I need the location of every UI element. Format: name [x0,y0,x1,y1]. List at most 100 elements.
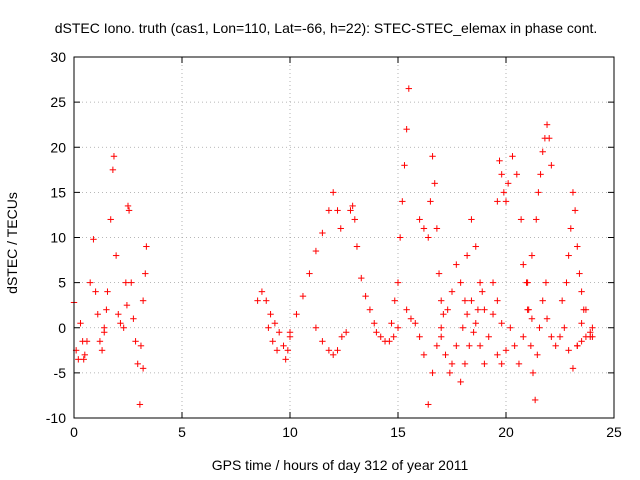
data-point [130,315,137,322]
data-point [474,306,482,313]
data-point [489,311,497,318]
data-point [472,243,479,250]
data-point [534,351,541,359]
data-point [358,274,365,282]
data-point [442,351,449,359]
data-point [520,261,527,268]
data-point [479,288,486,295]
data-point [578,320,585,327]
data-point [438,324,445,331]
data-point [412,320,419,327]
data-point [109,166,117,174]
data-point [427,198,434,205]
data-point [500,189,508,196]
y-tick-label: 20 [50,139,66,155]
data-point [558,297,566,304]
data-point [319,338,326,345]
data-point [448,288,456,295]
y-tick-label: 15 [50,184,66,200]
data-point [569,189,577,196]
data-point [139,297,147,304]
data-point [574,243,581,250]
data-point [394,279,402,286]
data-point [143,243,150,250]
data-point [571,207,579,214]
data-point [552,342,559,349]
data-point [433,225,441,232]
data-point [580,306,587,313]
data-point [476,342,484,349]
data-point [533,216,540,223]
data-point [531,396,539,404]
x-tick-label: 0 [70,424,78,440]
data-point [75,356,82,363]
data-point [347,207,354,214]
y-tick-label: 0 [58,320,66,336]
data-point [457,378,464,386]
y-tick-label: 30 [50,49,66,65]
data-point [396,234,404,241]
data-point [338,333,346,340]
data-point [542,279,550,286]
data-point [101,324,108,331]
data-point [132,338,139,345]
data-point [463,311,471,318]
data-point [466,342,473,349]
data-point [353,243,361,250]
x-tick-label: 5 [178,424,186,440]
data-point [104,288,111,295]
data-point [498,320,505,327]
data-point [312,247,320,255]
data-point [377,333,384,340]
data-point [87,279,94,286]
data-point [485,333,492,340]
data-point [373,329,380,336]
data-point [282,356,289,363]
data-point [269,338,276,345]
data-point [142,270,149,277]
data-point [546,135,553,142]
data-point [403,126,410,133]
x-axis-label: GPS time / hours of day 312 of year 2011 [212,457,469,473]
data-point [117,320,124,327]
data-point [524,279,531,286]
data-point [330,351,337,359]
data-point [453,342,460,349]
data-point [520,333,527,340]
data-point [330,189,337,196]
data-point [81,351,88,359]
data-point [536,324,543,331]
data-point [511,342,518,349]
data-point [448,360,456,368]
data-point [470,329,477,336]
data-point [494,351,501,359]
data-point [388,320,395,327]
y-tick-label: -10 [46,410,66,426]
data-point [582,333,590,340]
data-point [457,279,464,286]
data-point [504,180,512,187]
data-point [587,329,594,336]
data-point [351,216,358,223]
data-point [416,216,423,223]
data-point [286,329,294,336]
data-point [440,311,447,318]
data-point [567,225,574,232]
data-point [472,320,479,327]
data-point [438,333,445,340]
data-point [563,279,570,286]
data-point [494,198,501,205]
data-point [293,311,300,318]
tick-labels: 0 5 10 15 20 25 -10 -5 0 5 10 15 20 25 30 [46,49,622,440]
data-point [513,171,520,178]
data-point [507,324,514,331]
data-point [537,171,544,178]
data-point [589,324,596,331]
data-point [461,297,469,304]
data-point [459,324,466,331]
data-point [489,279,497,286]
data-point [420,225,428,232]
data-point [312,324,320,331]
data-point [416,333,423,340]
